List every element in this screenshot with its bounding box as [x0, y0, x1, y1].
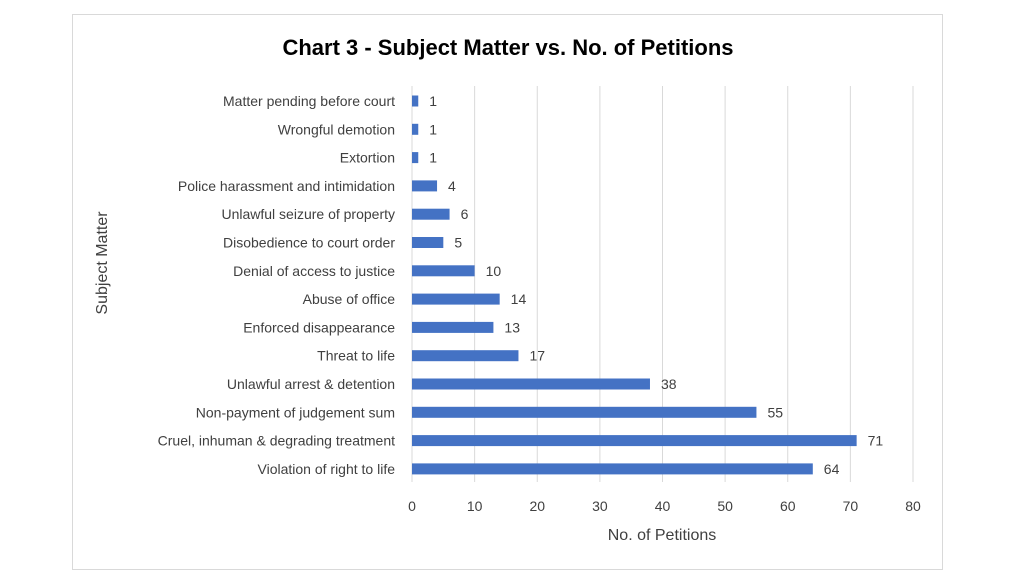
- category-label: Threat to life: [317, 348, 395, 364]
- y-axis-title: Subject Matter: [94, 211, 111, 315]
- bar: [412, 321, 494, 333]
- data-label: 13: [504, 319, 520, 335]
- bar: [412, 463, 813, 475]
- data-label: 10: [486, 263, 502, 279]
- data-label: 1: [429, 93, 437, 109]
- bar: [412, 152, 419, 164]
- data-label: 5: [454, 235, 462, 251]
- bar: [412, 293, 500, 305]
- category-label: Non-payment of judgement sum: [196, 404, 395, 420]
- bar: [412, 95, 419, 107]
- category-label: Cruel, inhuman & degrading treatment: [158, 433, 395, 449]
- chart-title: Chart 3 - Subject Matter vs. No. of Peti…: [282, 35, 733, 60]
- category-label: Abuse of office: [303, 291, 396, 307]
- category-label: Denial of access to justice: [233, 263, 395, 279]
- bar: [412, 237, 444, 248]
- bar: [412, 123, 419, 135]
- bars: [412, 95, 857, 475]
- x-tick-label: 70: [843, 498, 859, 514]
- category-label: Unlawful seizure of property: [221, 206, 395, 222]
- data-label: 55: [767, 404, 783, 420]
- x-tick-label: 40: [655, 498, 671, 514]
- bar: [412, 265, 475, 277]
- data-label: 14: [511, 291, 527, 307]
- bar: [412, 350, 519, 362]
- category-label: Unlawful arrest & detention: [227, 376, 395, 392]
- bar: [412, 435, 857, 447]
- category-label: Wrongful demotion: [278, 121, 395, 137]
- x-tick-label: 50: [717, 498, 733, 514]
- category-label: Enforced disappearance: [243, 319, 395, 335]
- bar: [412, 208, 450, 220]
- category-label: Violation of right to life: [258, 461, 396, 477]
- chart-frame: [72, 14, 943, 570]
- data-label: 38: [661, 376, 677, 392]
- data-label: 17: [529, 348, 545, 364]
- x-tick-labels: 0 10 20 30 40 50 60 70 80: [408, 498, 921, 514]
- x-tick-label: 60: [780, 498, 796, 514]
- data-label: 1: [429, 121, 437, 137]
- x-tick-label: 80: [905, 498, 921, 514]
- x-axis-title: No. of Petitions: [608, 527, 717, 544]
- category-label: Disobedience to court order: [223, 235, 395, 251]
- data-label: 6: [461, 206, 469, 222]
- x-tick-label: 20: [529, 498, 545, 514]
- bar: [412, 180, 438, 192]
- bar: [412, 406, 757, 418]
- bar: [412, 378, 650, 390]
- x-tick-label: 0: [408, 498, 416, 514]
- category-label: Police harassment and intimidation: [178, 178, 395, 194]
- data-label: 1: [429, 150, 437, 166]
- category-labels: Matter pending before court Wrongful demo…: [158, 93, 396, 477]
- x-tick-label: 30: [592, 498, 608, 514]
- data-label: 4: [448, 178, 456, 194]
- category-label: Matter pending before court: [223, 93, 395, 109]
- data-label: 71: [868, 433, 884, 449]
- gridlines: [411, 86, 914, 482]
- category-label: Extortion: [340, 150, 395, 166]
- x-tick-label: 10: [467, 498, 483, 514]
- data-label: 64: [824, 461, 840, 477]
